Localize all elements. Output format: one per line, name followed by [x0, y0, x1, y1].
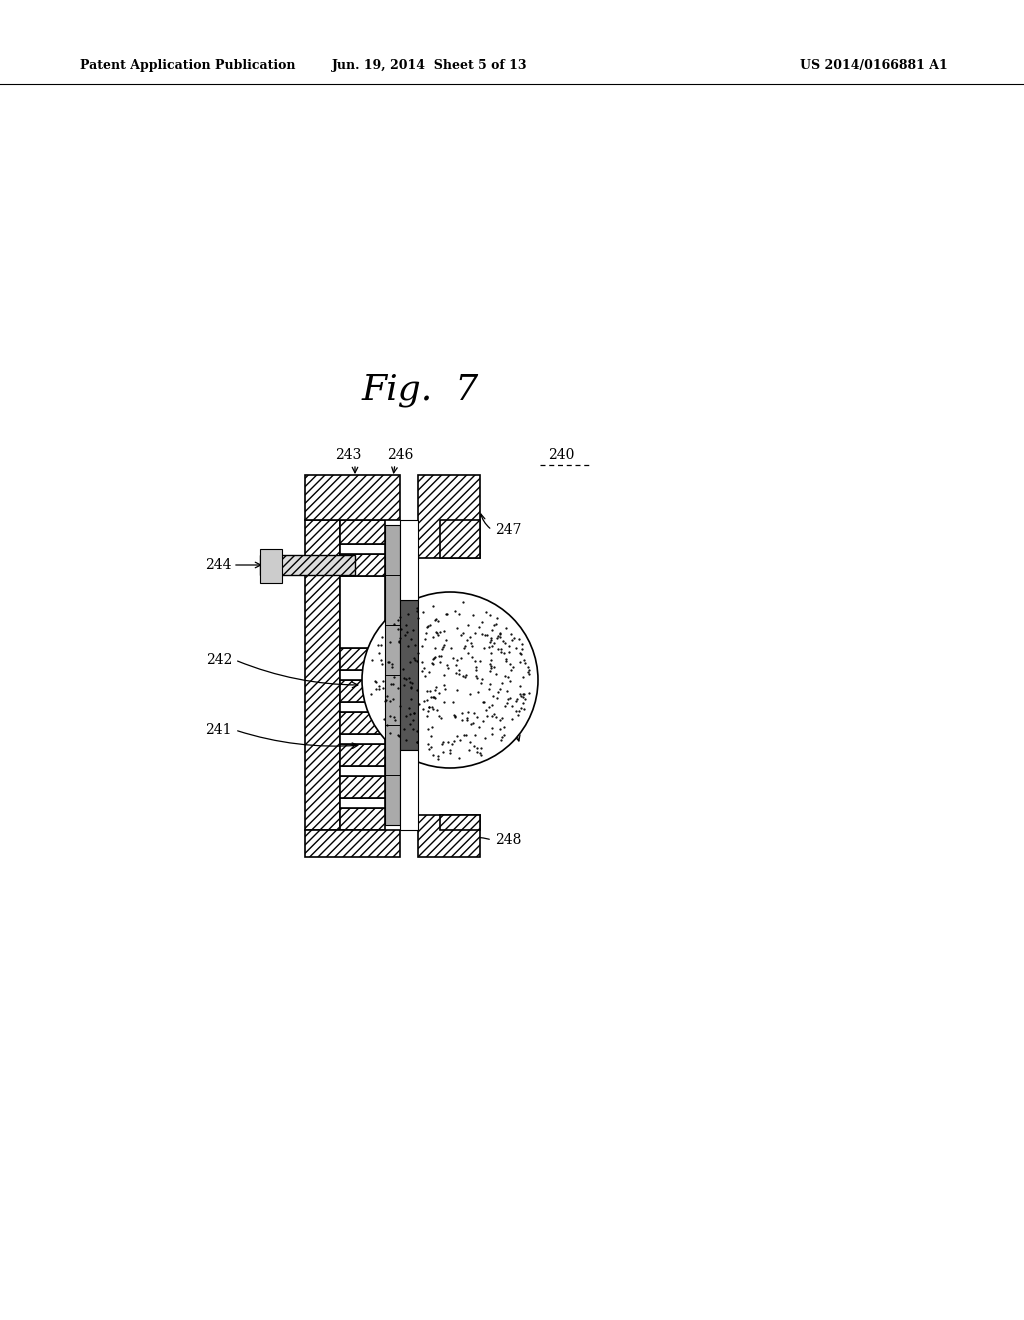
Bar: [340, 766, 385, 776]
Bar: [340, 744, 385, 766]
Text: 247: 247: [495, 523, 521, 537]
Bar: [305, 830, 400, 857]
Bar: [305, 475, 400, 520]
Bar: [340, 702, 385, 711]
Bar: [340, 776, 385, 799]
Bar: [400, 601, 418, 750]
Bar: [440, 520, 480, 558]
Bar: [340, 711, 385, 734]
Bar: [440, 814, 480, 830]
Bar: [340, 680, 385, 702]
Text: 242: 242: [206, 653, 232, 667]
Text: 246: 246: [387, 447, 414, 462]
Bar: [340, 520, 385, 544]
Bar: [418, 814, 480, 857]
Bar: [385, 525, 400, 825]
Text: 241: 241: [206, 723, 232, 737]
Bar: [340, 808, 385, 830]
Bar: [340, 799, 385, 808]
Text: 240: 240: [548, 447, 574, 462]
Text: 243: 243: [335, 447, 361, 462]
Bar: [260, 549, 282, 583]
Bar: [260, 554, 355, 576]
Text: 244: 244: [206, 558, 232, 572]
Bar: [340, 671, 385, 680]
Bar: [305, 520, 340, 830]
Bar: [400, 520, 418, 601]
Bar: [340, 734, 385, 744]
Bar: [400, 750, 418, 830]
Text: Jun. 19, 2014  Sheet 5 of 13: Jun. 19, 2014 Sheet 5 of 13: [332, 58, 527, 71]
Text: 245: 245: [495, 704, 521, 717]
Bar: [418, 475, 480, 558]
Text: US 2014/0166881 A1: US 2014/0166881 A1: [800, 58, 948, 71]
Text: Fig.  7: Fig. 7: [361, 374, 478, 407]
Bar: [340, 544, 385, 554]
Text: Patent Application Publication: Patent Application Publication: [80, 58, 296, 71]
Bar: [340, 648, 385, 671]
Bar: [340, 576, 385, 648]
Circle shape: [362, 591, 538, 768]
Text: 248: 248: [495, 833, 521, 847]
Bar: [340, 554, 385, 576]
